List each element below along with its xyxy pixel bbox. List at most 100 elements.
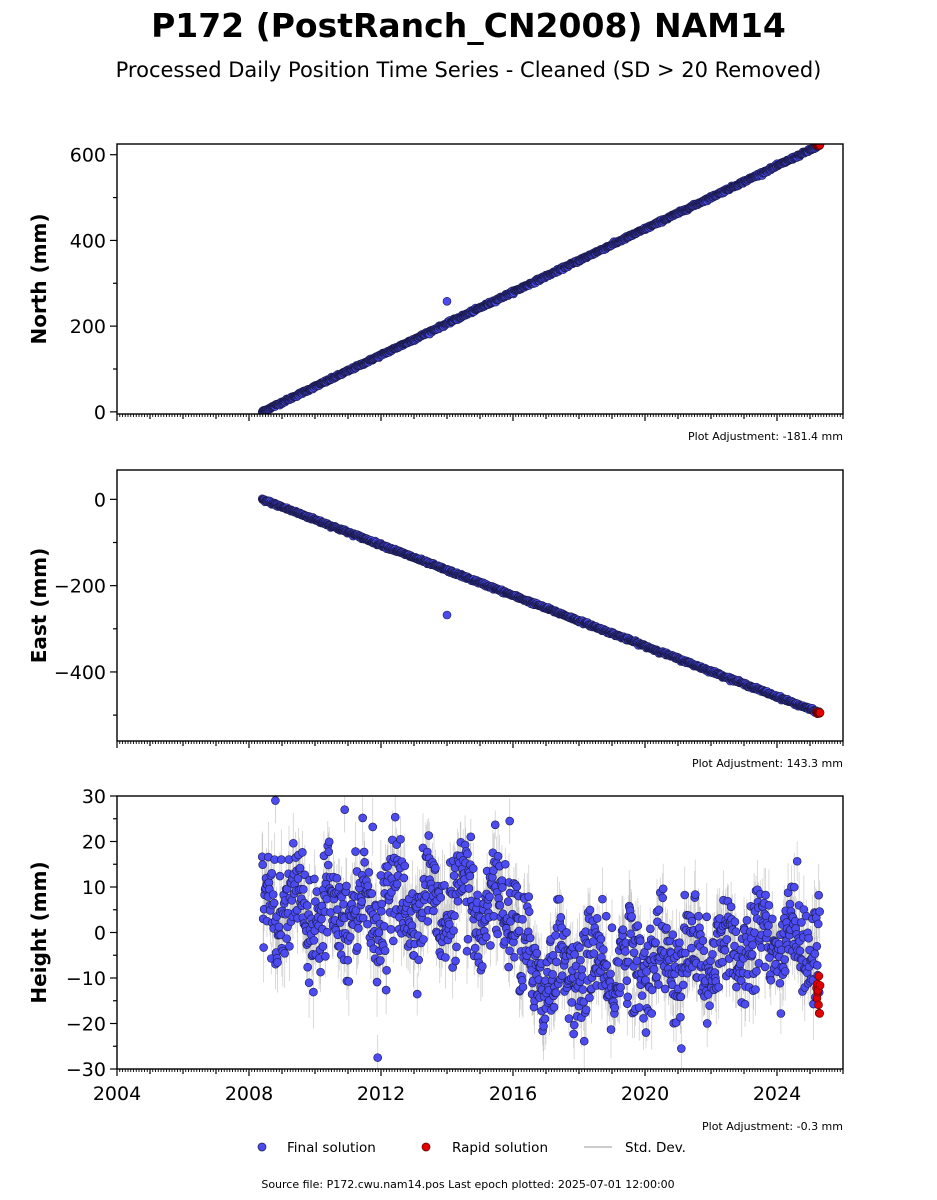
- data-point: [570, 950, 579, 959]
- data-point: [505, 946, 514, 956]
- data-point: [616, 982, 625, 992]
- data-point: [610, 1003, 620, 1013]
- data-point: [449, 871, 459, 880]
- data-point: [392, 879, 402, 889]
- data-point: [518, 982, 528, 992]
- data-point: [414, 955, 423, 965]
- data-point: [606, 969, 615, 979]
- data-point: [258, 860, 267, 869]
- data-point: [309, 987, 318, 997]
- data-point: [351, 906, 361, 915]
- plot-area-north: [257, 144, 825, 414]
- outlier-point: [442, 610, 452, 620]
- data-point: [548, 970, 557, 979]
- data-point: [621, 947, 630, 956]
- data-point: [299, 885, 308, 894]
- data-point: [452, 942, 461, 952]
- data-point: [618, 925, 628, 934]
- data-point: [654, 980, 663, 989]
- data-point: [295, 863, 305, 873]
- rapid-solution-points: [812, 144, 825, 150]
- data-point: [639, 1014, 648, 1023]
- data-point: [626, 929, 635, 939]
- data-point: [293, 874, 303, 883]
- data-point: [436, 893, 445, 902]
- data-point: [318, 942, 328, 951]
- data-point: [464, 884, 474, 893]
- data-point: [676, 992, 686, 1002]
- data-point: [342, 881, 351, 891]
- data-point: [268, 890, 278, 899]
- data-point: [596, 934, 606, 944]
- data-point: [390, 812, 400, 822]
- data-point: [324, 837, 334, 847]
- data-point: [466, 832, 476, 842]
- data-point: [576, 955, 585, 965]
- data-point: [632, 956, 642, 966]
- data-point: [386, 925, 396, 934]
- data-point: [354, 924, 363, 933]
- data-point: [552, 957, 561, 967]
- data-point: [335, 942, 345, 951]
- data-point: [423, 917, 433, 926]
- data-point: [389, 936, 398, 946]
- data-point: [478, 962, 487, 971]
- data-point: [332, 873, 342, 883]
- plot-adjustment-north: Plot Adjustment: -181.4 mm: [688, 430, 843, 443]
- data-point: [344, 977, 354, 986]
- data-point: [396, 835, 405, 844]
- data-point: [623, 992, 633, 1002]
- data-point: [463, 849, 472, 859]
- data-point: [324, 847, 334, 856]
- data-point: [525, 933, 535, 943]
- data-point: [634, 1003, 644, 1012]
- data-point: [364, 868, 374, 877]
- data-point: [431, 863, 440, 873]
- data-point: [269, 898, 279, 908]
- rapid-solution-points: [812, 707, 825, 718]
- data-point: [259, 943, 268, 952]
- data-point: [382, 966, 391, 975]
- data-point: [449, 926, 458, 935]
- data-point: [503, 897, 513, 906]
- plot-area-height: [257, 796, 825, 1069]
- data-point: [358, 913, 368, 923]
- data-point: [575, 943, 584, 952]
- y-tick-label: −400: [54, 662, 106, 684]
- data-point: [377, 899, 387, 909]
- data-point: [377, 906, 386, 916]
- data-point: [334, 882, 344, 892]
- data-point: [641, 1028, 651, 1037]
- data-point: [280, 948, 289, 958]
- data-point: [658, 884, 668, 894]
- data-point: [602, 960, 612, 970]
- data-point: [453, 896, 463, 906]
- data-point: [493, 851, 503, 861]
- data-point: [680, 890, 690, 900]
- data-point: [381, 985, 391, 995]
- data-point: [660, 984, 670, 994]
- data-point: [274, 922, 284, 932]
- data-point: [429, 906, 438, 916]
- data-point: [424, 831, 434, 840]
- data-point: [645, 924, 655, 934]
- data-point: [599, 945, 608, 954]
- data-point: [500, 859, 510, 869]
- data-point: [359, 847, 369, 857]
- data-point: [540, 1014, 550, 1024]
- data-point: [450, 911, 459, 921]
- data-point: [592, 913, 602, 923]
- data-point: [579, 997, 589, 1007]
- data-point: [622, 976, 632, 985]
- data-point: [678, 980, 688, 990]
- data-point: [498, 883, 507, 892]
- data-point: [345, 932, 355, 942]
- data-point: [532, 948, 542, 958]
- panel-north: 0 200 400 600 North (mm) Plot Adjustment: -18…: [27, 143, 844, 443]
- data-point: [647, 1009, 656, 1018]
- data-point: [298, 848, 307, 857]
- data-point: [368, 822, 378, 832]
